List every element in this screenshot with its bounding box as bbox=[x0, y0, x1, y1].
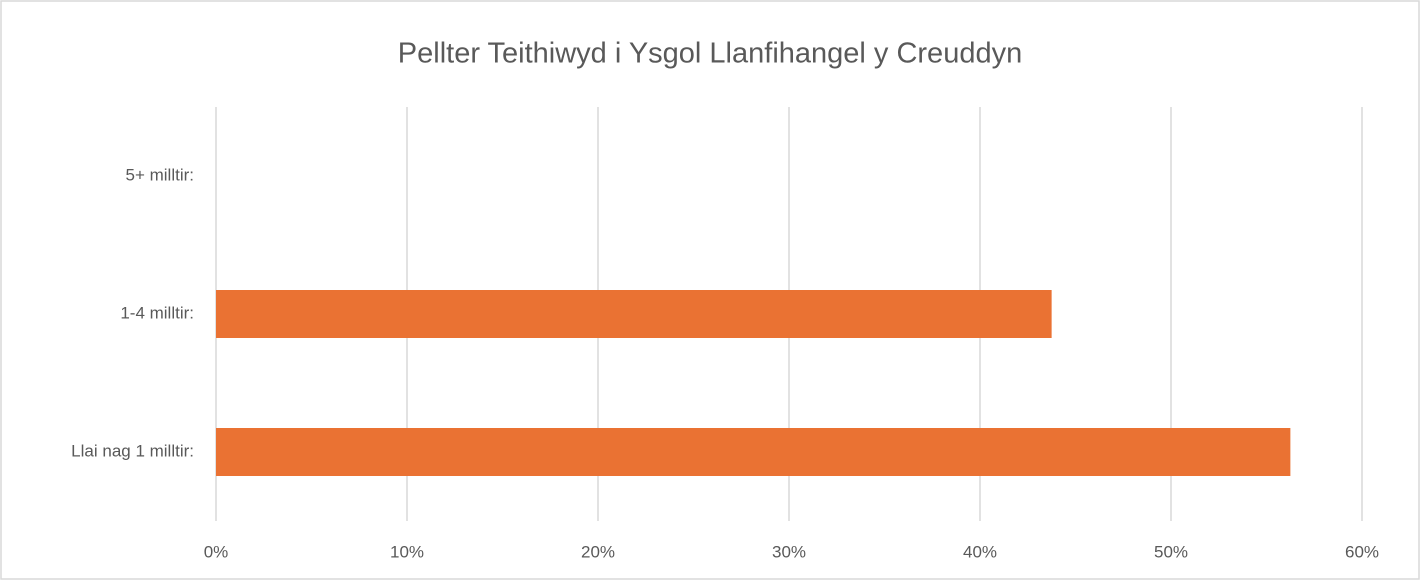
x-tick-label: 0% bbox=[204, 542, 229, 561]
x-tick-label: 60% bbox=[1345, 542, 1379, 561]
bar bbox=[216, 290, 1052, 338]
x-tick-label: 10% bbox=[390, 542, 424, 561]
x-tick-label: 40% bbox=[963, 542, 997, 561]
x-tick-label: 30% bbox=[772, 542, 806, 561]
x-tick-label: 50% bbox=[1154, 542, 1188, 561]
y-tick-label: Llai nag 1 milltir: bbox=[71, 441, 194, 460]
chart-title: Pellter Teithiwyd i Ysgol Llanfihangel y… bbox=[398, 38, 1022, 70]
y-tick-label: 5+ milltir: bbox=[126, 165, 194, 184]
bar bbox=[216, 428, 1291, 476]
y-tick-label: 1-4 milltir: bbox=[120, 303, 194, 322]
x-tick-label: 20% bbox=[581, 542, 615, 561]
